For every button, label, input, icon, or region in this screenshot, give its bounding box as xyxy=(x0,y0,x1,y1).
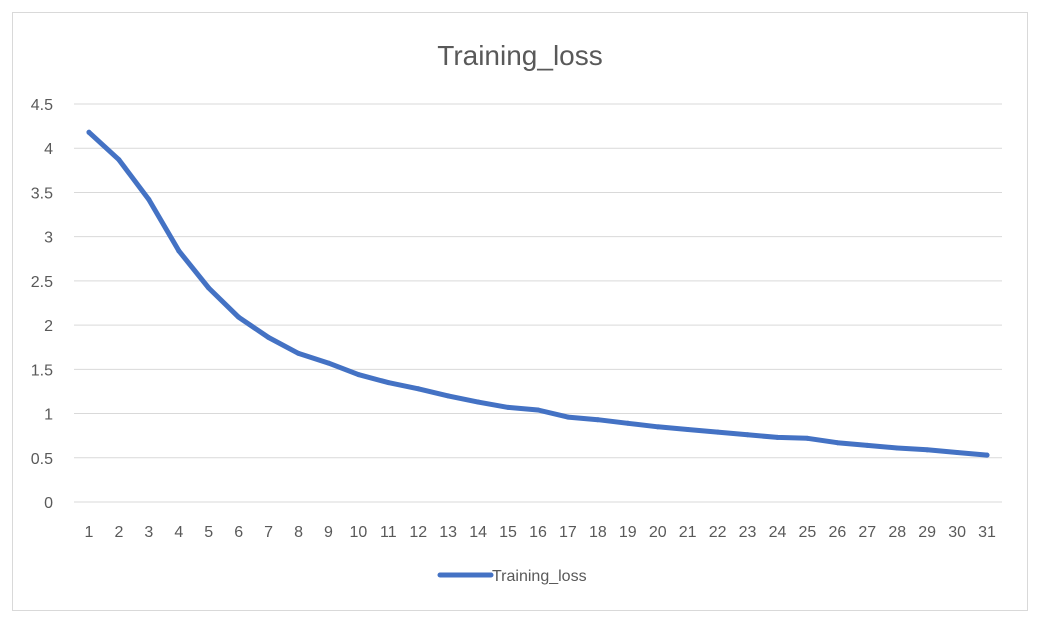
data-point xyxy=(864,442,870,448)
x-tick-label: 21 xyxy=(679,524,697,541)
legend: Training_loss xyxy=(437,568,587,585)
x-tick-label: 10 xyxy=(349,524,367,541)
gridlines xyxy=(74,103,1002,503)
data-point xyxy=(745,432,751,438)
data-point xyxy=(984,452,990,458)
x-tick-label: 7 xyxy=(264,524,273,541)
x-tick-label: 18 xyxy=(589,524,607,541)
data-point xyxy=(445,393,451,399)
x-tick-label: 3 xyxy=(144,524,153,541)
data-point xyxy=(355,372,361,378)
y-tick-label: 2.5 xyxy=(31,274,53,291)
data-point xyxy=(685,426,691,432)
data-point xyxy=(715,429,721,435)
y-tick-label: 1 xyxy=(44,407,53,424)
x-tick-label: 4 xyxy=(174,524,183,541)
data-point xyxy=(565,414,571,420)
data-point xyxy=(505,404,511,410)
x-tick-label: 15 xyxy=(499,524,517,541)
x-tick-label: 20 xyxy=(649,524,667,541)
x-tick-label: 13 xyxy=(439,524,457,541)
data-point xyxy=(804,435,810,441)
data-point xyxy=(924,447,930,453)
y-tick-label: 4.5 xyxy=(31,97,53,114)
y-tick-label: 3 xyxy=(44,230,53,247)
x-tick-label: 26 xyxy=(828,524,846,541)
data-point xyxy=(206,285,212,291)
data-point xyxy=(236,314,242,320)
x-tick-label: 12 xyxy=(409,524,427,541)
data-point xyxy=(834,440,840,446)
data-point xyxy=(146,197,152,203)
x-tick-label: 19 xyxy=(619,524,637,541)
y-tick-label: 0 xyxy=(44,495,53,512)
x-tick-label: 23 xyxy=(739,524,757,541)
x-tick-label: 22 xyxy=(709,524,727,541)
y-axis-ticks: 0 0.5 1 1.5 2 2.5 3 3.5 4 4.5 xyxy=(31,97,53,512)
data-point xyxy=(86,129,92,135)
data-point xyxy=(475,399,481,405)
x-tick-label: 24 xyxy=(769,524,787,541)
x-tick-label: 5 xyxy=(204,524,213,541)
x-tick-label: 9 xyxy=(324,524,333,541)
data-point xyxy=(894,445,900,451)
y-tick-label: 0.5 xyxy=(31,451,53,468)
data-point xyxy=(595,417,601,423)
x-tick-label: 29 xyxy=(918,524,936,541)
y-tick-label: 1.5 xyxy=(31,362,53,379)
data-point xyxy=(296,350,302,356)
series-layer xyxy=(86,129,990,458)
data-point xyxy=(385,380,391,386)
data-point xyxy=(266,334,272,340)
series-line-0 xyxy=(86,129,990,458)
x-tick-label: 16 xyxy=(529,524,547,541)
x-tick-label: 17 xyxy=(559,524,577,541)
x-tick-label: 25 xyxy=(799,524,817,541)
y-tick-label: 2 xyxy=(44,318,53,335)
legend-label: Training_loss xyxy=(492,568,587,585)
data-point xyxy=(176,248,182,254)
chart-title: Training_loss xyxy=(437,40,602,71)
x-tick-label: 27 xyxy=(858,524,876,541)
x-axis-ticks: 1 2 3 4 5 6 7 8 9 10 11 12 13 14 15 16 17 18 19 20 21 22 23 24 2… xyxy=(85,524,997,541)
x-tick-label: 2 xyxy=(114,524,123,541)
data-point xyxy=(625,420,631,426)
y-tick-label: 4 xyxy=(44,141,53,158)
data-point xyxy=(535,407,541,413)
y-tick-label: 3.5 xyxy=(31,185,53,202)
x-tick-label: 11 xyxy=(380,524,397,541)
x-tick-label: 31 xyxy=(978,524,996,541)
x-tick-label: 8 xyxy=(294,524,303,541)
data-point xyxy=(655,424,661,430)
x-tick-label: 30 xyxy=(948,524,966,541)
data-point xyxy=(116,157,122,163)
x-tick-label: 1 xyxy=(85,524,94,541)
x-tick-label: 6 xyxy=(234,524,243,541)
data-point xyxy=(325,360,331,366)
x-tick-label: 28 xyxy=(888,524,906,541)
x-tick-label: 14 xyxy=(469,524,487,541)
data-point xyxy=(415,386,421,392)
data-point xyxy=(774,434,780,440)
data-point xyxy=(954,449,960,455)
